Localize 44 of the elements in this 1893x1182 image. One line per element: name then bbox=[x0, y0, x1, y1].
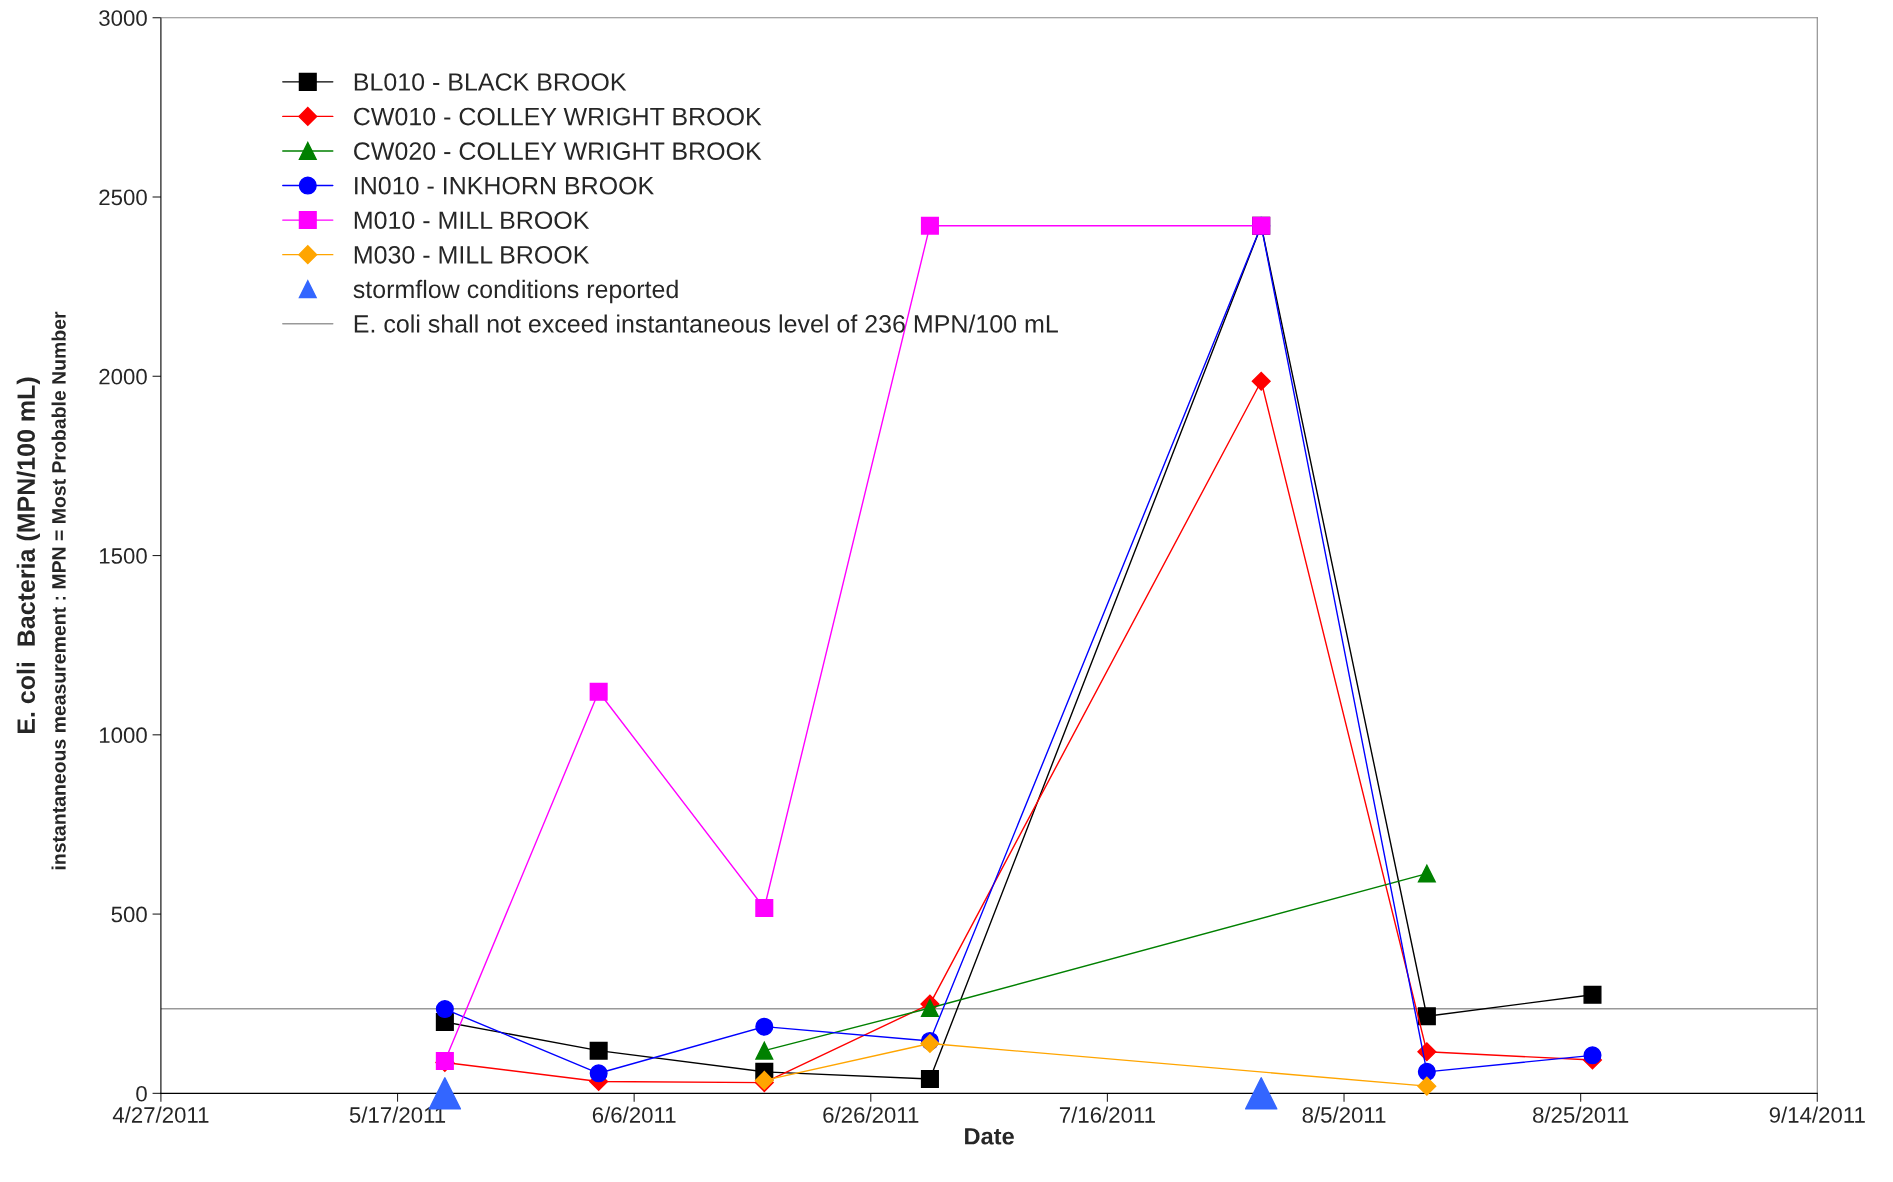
point bbox=[1417, 1042, 1437, 1062]
point bbox=[755, 1017, 774, 1036]
point bbox=[589, 1064, 608, 1083]
point bbox=[1417, 1007, 1436, 1026]
y-tick-label: 1000 bbox=[99, 727, 147, 744]
legend-label: CW020 - COLLEY WRIGHT BROOK bbox=[354, 142, 762, 160]
point bbox=[1583, 985, 1602, 1004]
point bbox=[1417, 1076, 1437, 1096]
x-tick-label: 6/6/2011 bbox=[592, 1106, 676, 1123]
x-tick-label: 8/25/2011 bbox=[1533, 1106, 1629, 1123]
legend-label: IN010 - INKHORN BROOK bbox=[355, 176, 654, 195]
point bbox=[1583, 1046, 1602, 1065]
point bbox=[1244, 1077, 1278, 1110]
x-tick-label: 7/16/2011 bbox=[1059, 1106, 1155, 1123]
point bbox=[920, 216, 939, 235]
point bbox=[589, 682, 608, 701]
legend-label: stormflow conditions reported bbox=[353, 279, 678, 304]
legend-label: CW010 - COLLEY WRIGHT BROOK bbox=[354, 107, 762, 126]
y-tick-label: 1500 bbox=[99, 548, 147, 564]
y-tick-label: 3000 bbox=[99, 10, 147, 26]
point bbox=[920, 1069, 939, 1089]
x-tick-label: 8/5/2011 bbox=[1302, 1106, 1386, 1123]
y-tick-label: 500 bbox=[111, 906, 147, 923]
x-tick-label: 5/17/2011 bbox=[349, 1106, 446, 1123]
point bbox=[435, 1000, 454, 1019]
y-axis-title: E. coli Bacteria (MPN/100 mL) bbox=[16, 377, 40, 734]
y-tick-label: 0 bbox=[136, 1085, 147, 1102]
legend-label: E. coli shall not exceed instantaneous level of 236 MPN/100 mL bbox=[354, 314, 1058, 333]
point bbox=[755, 898, 774, 918]
legend-label: M030 - MILL BROOK bbox=[354, 245, 590, 264]
point bbox=[1251, 371, 1271, 391]
x-tick-label: 6/26/2011 bbox=[823, 1106, 919, 1123]
x-tick-label: 9/14/2011 bbox=[1769, 1106, 1865, 1123]
legend-label: M010 - MILL BROOK bbox=[354, 211, 590, 230]
x-axis-title: Date bbox=[965, 1128, 1014, 1145]
y-tick-label: 2000 bbox=[99, 368, 147, 385]
y-tick-label: 2500 bbox=[99, 189, 147, 206]
point bbox=[1417, 864, 1436, 883]
point bbox=[755, 1041, 774, 1060]
legend-label: BL010 - BLACK BROOK bbox=[354, 73, 627, 91]
text: instantaneous measurement : MPN = Most Probable Number bbox=[51, 311, 66, 870]
x-tick-label: 4/27/2011 bbox=[112, 1106, 209, 1123]
point bbox=[589, 1041, 608, 1060]
point bbox=[1417, 1062, 1436, 1081]
